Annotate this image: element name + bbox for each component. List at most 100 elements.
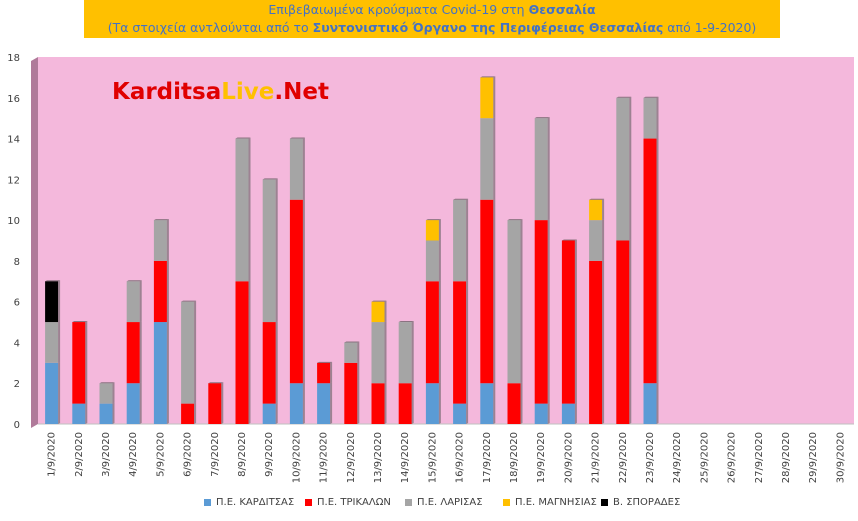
bar-segment-side — [140, 382, 142, 424]
bar-segment-side — [657, 382, 659, 424]
bar-top-cap — [317, 362, 332, 363]
watermark-part1: Karditsa — [112, 79, 221, 105]
bar-segment — [127, 281, 140, 322]
bar-segment — [616, 241, 629, 425]
y-tick-label: 10 — [7, 216, 20, 227]
bar-segment — [480, 200, 493, 384]
bar-segment — [236, 281, 249, 424]
bar-segment-side — [548, 219, 550, 404]
bar-segment-side — [357, 341, 359, 362]
x-tick-label: 7/9/2020 — [210, 432, 221, 477]
bar-segment-side — [521, 382, 523, 424]
bar-segment — [480, 383, 493, 424]
bar-segment — [508, 220, 521, 383]
bar-top-cap — [399, 321, 414, 322]
bar-segment-side — [466, 199, 468, 282]
x-tick-label: 24/9/2020 — [672, 432, 683, 483]
bar-top-cap — [480, 76, 495, 77]
x-tick-label: 15/9/2020 — [427, 432, 438, 483]
bar-segment-side — [385, 321, 387, 383]
bar-segment-side — [602, 199, 604, 220]
x-tick-label: 23/9/2020 — [645, 432, 656, 483]
x-tick-label: 4/9/2020 — [128, 432, 139, 477]
x-tick-label: 8/9/2020 — [237, 432, 248, 477]
legend-swatch — [305, 499, 312, 506]
bar-segment-side — [493, 382, 495, 424]
bar-segment — [372, 302, 385, 322]
bar-segment — [181, 404, 194, 424]
bar-top-cap — [535, 117, 550, 118]
bar-segment — [45, 363, 58, 424]
bar-segment-side — [85, 403, 87, 424]
bar-segment — [154, 322, 167, 424]
bar-top-cap — [616, 97, 631, 98]
y-axis: 024681012141618 — [7, 53, 20, 431]
legend-swatch — [503, 499, 510, 506]
bar-segment — [562, 404, 575, 424]
bar-segment — [616, 98, 629, 241]
x-tick-label: 12/9/2020 — [346, 432, 357, 483]
bar-segment-side — [493, 76, 495, 118]
x-tick-label: 3/9/2020 — [101, 432, 112, 477]
x-tick-label: 27/9/2020 — [754, 432, 765, 483]
bar-segment-side — [439, 219, 441, 240]
x-tick-label: 25/9/2020 — [699, 432, 710, 483]
y-tick-label: 2 — [14, 379, 20, 390]
bar-segment — [127, 383, 140, 424]
bar-segment-side — [249, 280, 251, 424]
bar-segment — [45, 322, 58, 363]
bar-top-cap — [290, 138, 305, 139]
bar-segment — [644, 383, 657, 424]
bar-top-cap — [508, 219, 523, 220]
legend-item: Β. ΣΠΟΡΑΔΕΣ — [601, 497, 680, 508]
bar-top-cap — [236, 138, 251, 139]
bar-segment — [453, 200, 466, 282]
bar-segment — [290, 200, 303, 384]
bar-segment — [644, 139, 657, 384]
bar-segment-side — [629, 97, 631, 241]
y-tick-label: 8 — [14, 257, 20, 268]
bar-top-cap — [562, 240, 577, 241]
y-tick-label: 0 — [14, 420, 20, 431]
x-axis: 1/9/20202/9/20203/9/20204/9/20205/9/2020… — [47, 432, 847, 483]
bar-top-cap — [453, 199, 468, 200]
legend-label: Π.Ε. ΤΡΙΚΑΛΩΝ — [317, 497, 391, 508]
bar-segment-side — [140, 280, 142, 322]
bar-segment-side — [548, 117, 550, 220]
bar-segment — [508, 383, 521, 424]
x-tick-label: 1/9/2020 — [47, 432, 58, 477]
bar-segment — [154, 220, 167, 261]
bar-segment — [290, 139, 303, 200]
bar-segment-side — [330, 362, 332, 383]
legend-item: Π.Ε. ΚΑΡΔΙΤΣΑΣ — [204, 497, 294, 508]
bar-top-cap — [45, 280, 60, 281]
bar-segment — [589, 261, 602, 424]
bar-segment-side — [276, 178, 278, 322]
bar-segment-side — [276, 321, 278, 404]
bar-segment-side — [493, 199, 495, 384]
x-tick-label: 18/9/2020 — [509, 432, 520, 483]
bar-top-cap — [263, 178, 278, 179]
bar-segment — [344, 342, 357, 362]
legend-item: Π.Ε. ΜΑΓΝΗΣΙΑΣ — [503, 497, 597, 508]
bar-segment-side — [194, 301, 196, 404]
legend-label: Β. ΣΠΟΡΑΔΕΣ — [613, 497, 680, 508]
bar-segment — [317, 383, 330, 424]
bar-top-cap — [181, 301, 196, 302]
legend-item: Π.Ε. ΛΑΡΙΣΑΣ — [405, 497, 483, 508]
x-tick-label: 11/9/2020 — [319, 432, 330, 483]
bar-segment — [562, 241, 575, 404]
bar-segment-side — [85, 321, 87, 404]
x-tick-label: 21/9/2020 — [591, 432, 602, 483]
bar-top-cap — [589, 199, 604, 200]
bar-segment-side — [330, 382, 332, 424]
bar-segment-side — [575, 403, 577, 424]
bar-segment — [535, 220, 548, 404]
bar-top-cap — [644, 97, 659, 98]
bar-segment-side — [167, 321, 169, 424]
bar-segment-side — [412, 321, 414, 383]
bar-segment — [290, 383, 303, 424]
y-tick-label: 16 — [7, 94, 20, 105]
bar-segment — [100, 383, 113, 403]
bar-segment — [263, 404, 276, 424]
